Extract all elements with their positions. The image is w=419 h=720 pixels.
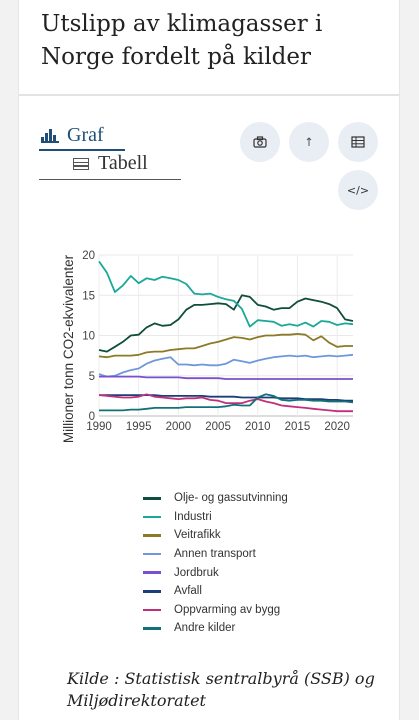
legend-item[interactable]: Avfall xyxy=(143,582,288,601)
x-tick-label: 1990 xyxy=(86,421,112,433)
legend-label: Veitrafikk xyxy=(174,529,221,542)
legend-label: Industri xyxy=(174,510,212,523)
page-title: Utslipp av klimagasser i Norge fordelt p… xyxy=(41,11,323,70)
legend-swatch xyxy=(143,590,161,593)
y-tick-label: 0 xyxy=(89,411,95,423)
series-line-industri[interactable] xyxy=(98,260,354,328)
table-icon xyxy=(73,157,89,170)
series-line-veitrafikk[interactable] xyxy=(98,333,353,359)
line-chart: 0 5 10 15 20 1990 1995 2000 2005 2010 2015 2020 Mil… xyxy=(61,250,354,443)
x-tick-label: 1995 xyxy=(126,421,152,433)
x-tick-label: 2010 xyxy=(245,421,271,433)
tab-tabell-underline xyxy=(39,179,181,180)
legend-label: Avfall xyxy=(174,585,202,598)
embed-icon: </> xyxy=(346,183,370,197)
series-line-olje-og-gassutvinning[interactable] xyxy=(98,294,354,353)
legend-label: Annen transport xyxy=(174,548,256,561)
title-divider xyxy=(19,94,399,96)
legend-item[interactable]: Jordbruk xyxy=(143,563,288,582)
table-icon xyxy=(351,136,365,148)
chart-legend: Olje- og gassutvinning Industri Veitrafikk… xyxy=(143,489,288,638)
legend-item[interactable]: Industri xyxy=(143,508,288,527)
series-line-oppvarming-av-bygg[interactable] xyxy=(98,393,353,413)
y-tick-label: 15 xyxy=(82,290,95,302)
camera-button[interactable] xyxy=(240,122,280,162)
legend-item[interactable]: Veitrafikk xyxy=(143,526,288,545)
chart-lines xyxy=(98,260,354,413)
y-tick-label: 5 xyxy=(89,371,95,383)
download-icon xyxy=(306,137,312,146)
x-tick-label: 2015 xyxy=(285,421,311,433)
series-line-annen-transport[interactable] xyxy=(98,353,354,378)
x-tick-label: 2000 xyxy=(166,421,192,433)
legend-item[interactable]: Oppvarming av bygg xyxy=(143,601,288,620)
tab-graf-label: Graf xyxy=(67,124,104,146)
legend-swatch xyxy=(143,497,161,500)
embed-button[interactable]: </> xyxy=(338,170,378,210)
tab-tabell[interactable]: Tabell xyxy=(73,152,148,175)
legend-swatch xyxy=(143,552,161,556)
legend-swatch xyxy=(143,608,161,612)
legend-item[interactable]: Andre kilder xyxy=(143,619,288,638)
legend-label: Oppvarming av bygg xyxy=(174,603,281,616)
tab-graf[interactable]: Graf xyxy=(41,124,104,147)
bar-chart-icon xyxy=(41,128,61,143)
series-line-andre-kilder[interactable] xyxy=(99,393,354,412)
chart-card: Utslipp av klimagasser i Norge fordelt p… xyxy=(19,0,399,720)
y-tick-label: 10 xyxy=(82,331,95,343)
series-line-jordbruk[interactable] xyxy=(99,375,353,380)
y-axis-title: Millioner tonn CO2-ekvivalenter xyxy=(61,254,76,443)
chart-ticks: 0 5 10 15 20 1990 1995 2000 2005 2010 2015 2020 xyxy=(82,250,350,433)
y-tick-label: 20 xyxy=(82,250,95,262)
legend-label: Olje- og gassutvinning xyxy=(174,492,288,505)
x-tick-label: 2020 xyxy=(324,421,350,433)
legend-item[interactable]: Olje- og gassutvinning xyxy=(143,489,288,508)
legend-label: Andre kilder xyxy=(174,622,236,635)
legend-swatch xyxy=(143,627,161,630)
download-button[interactable] xyxy=(289,122,329,162)
tab-graf-underline xyxy=(39,149,125,151)
legend-swatch xyxy=(143,571,161,574)
tab-tabell-label: Tabell xyxy=(98,152,148,174)
legend-label: Jordbruk xyxy=(174,566,219,579)
legend-item[interactable]: Annen transport xyxy=(143,545,288,564)
legend-swatch xyxy=(143,534,161,537)
legend-swatch xyxy=(143,515,161,519)
table-view-button[interactable] xyxy=(338,122,378,162)
x-tick-label: 2005 xyxy=(205,421,231,433)
source-note: Kilde : Statistisk sentralbyrå (SSB) og … xyxy=(67,669,375,710)
chart-grid xyxy=(98,254,353,417)
camera-icon xyxy=(253,136,267,148)
